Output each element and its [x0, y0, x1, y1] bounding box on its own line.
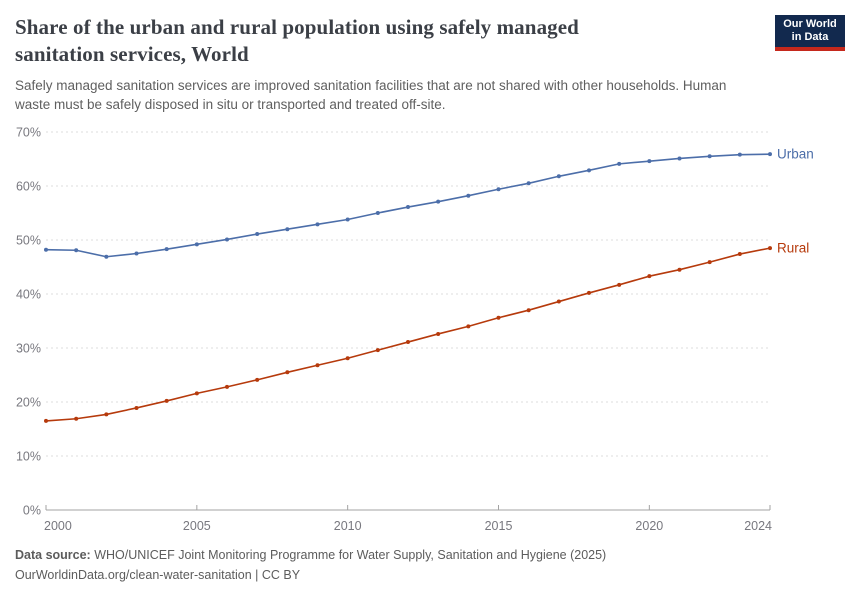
data-point-urban[interactable] — [134, 251, 139, 256]
data-point-urban[interactable] — [375, 211, 380, 215]
y-tick-label: 70% — [16, 126, 41, 140]
data-point-rural[interactable] — [406, 340, 410, 345]
data-point-urban[interactable] — [496, 187, 501, 192]
data-point-urban[interactable] — [315, 222, 320, 227]
data-point-rural[interactable] — [44, 418, 48, 423]
data-point-rural[interactable] — [587, 290, 591, 295]
data-point-rural[interactable] — [707, 260, 712, 265]
y-tick-label: 30% — [16, 342, 41, 356]
chart-subtitle: Safely managed sanitation services are i… — [15, 78, 727, 112]
chart-footer: Data source: WHO/UNICEF Joint Monitoring… — [15, 545, 815, 585]
data-point-rural[interactable] — [315, 363, 320, 368]
x-tick-label: 2015 — [485, 519, 513, 533]
data-point-rural[interactable] — [225, 384, 229, 389]
data-point-urban[interactable] — [74, 248, 79, 253]
owid-logo-line1: Our World — [783, 18, 837, 30]
owid-logo[interactable]: Our World in Data — [775, 15, 845, 51]
data-point-rural[interactable] — [255, 377, 260, 382]
y-tick-label: 60% — [16, 180, 41, 194]
data-point-rural[interactable] — [345, 356, 350, 361]
series-label-urban[interactable]: Urban — [777, 147, 814, 162]
data-point-urban[interactable] — [587, 168, 591, 173]
data-point-urban[interactable] — [285, 227, 290, 232]
data-point-rural[interactable] — [737, 252, 742, 257]
x-tick-label: 2024 — [744, 519, 772, 533]
y-tick-label: 10% — [16, 450, 41, 464]
data-point-rural[interactable] — [647, 274, 652, 279]
data-point-rural[interactable] — [74, 416, 79, 421]
data-point-urban[interactable] — [768, 152, 772, 157]
data-point-rural[interactable] — [285, 370, 290, 375]
data-point-urban[interactable] — [255, 232, 260, 237]
data-point-urban[interactable] — [104, 254, 109, 259]
data-point-rural[interactable] — [466, 324, 471, 329]
data-point-rural[interactable] — [164, 398, 169, 403]
data-point-urban[interactable] — [436, 199, 441, 204]
data-point-urban[interactable] — [617, 161, 622, 166]
data-point-rural[interactable] — [677, 267, 682, 272]
series-label-rural[interactable]: Rural — [777, 241, 809, 256]
data-point-urban[interactable] — [225, 237, 229, 242]
data-point-urban[interactable] — [556, 174, 561, 179]
data-point-urban[interactable] — [406, 205, 410, 210]
y-tick-label: 20% — [16, 396, 41, 410]
data-point-rural[interactable] — [436, 331, 441, 336]
data-point-urban[interactable] — [466, 193, 471, 198]
y-tick-label: 40% — [16, 288, 41, 302]
data-point-urban[interactable] — [44, 247, 48, 252]
data-point-rural[interactable] — [194, 391, 199, 396]
data-source-line: Data source: WHO/UNICEF Joint Monitoring… — [15, 548, 606, 562]
data-point-rural[interactable] — [768, 246, 772, 251]
chart-title: Share of the urban and rural population … — [15, 15, 579, 66]
y-tick-label: 0% — [23, 504, 41, 518]
data-point-rural[interactable] — [526, 308, 531, 313]
data-point-urban[interactable] — [164, 247, 169, 252]
data-point-rural[interactable] — [496, 315, 501, 320]
data-point-urban[interactable] — [345, 217, 350, 222]
citation-line[interactable]: OurWorldinData.org/clean-water-sanitatio… — [15, 568, 301, 582]
data-point-rural[interactable] — [556, 299, 561, 304]
data-source-text: WHO/UNICEF Joint Monitoring Programme fo… — [90, 548, 607, 562]
x-tick-label: 2005 — [183, 519, 211, 533]
y-tick-label: 50% — [16, 234, 41, 248]
x-tick-label: 2000 — [44, 519, 72, 533]
plot-area[interactable] — [46, 132, 770, 510]
data-point-urban[interactable] — [194, 242, 199, 247]
data-point-urban[interactable] — [737, 152, 742, 157]
x-tick-label: 2020 — [635, 519, 663, 533]
x-tick-label: 2010 — [334, 519, 362, 533]
data-point-rural[interactable] — [375, 348, 380, 353]
data-source-label: Data source: — [15, 548, 91, 562]
data-point-rural[interactable] — [104, 412, 109, 417]
data-point-urban[interactable] — [677, 156, 682, 161]
data-point-rural[interactable] — [617, 282, 622, 287]
data-point-urban[interactable] — [647, 159, 652, 164]
data-point-urban[interactable] — [526, 181, 531, 186]
data-point-rural[interactable] — [134, 405, 139, 410]
owid-logo-line2: in Data — [791, 31, 829, 43]
data-point-urban[interactable] — [707, 154, 712, 159]
